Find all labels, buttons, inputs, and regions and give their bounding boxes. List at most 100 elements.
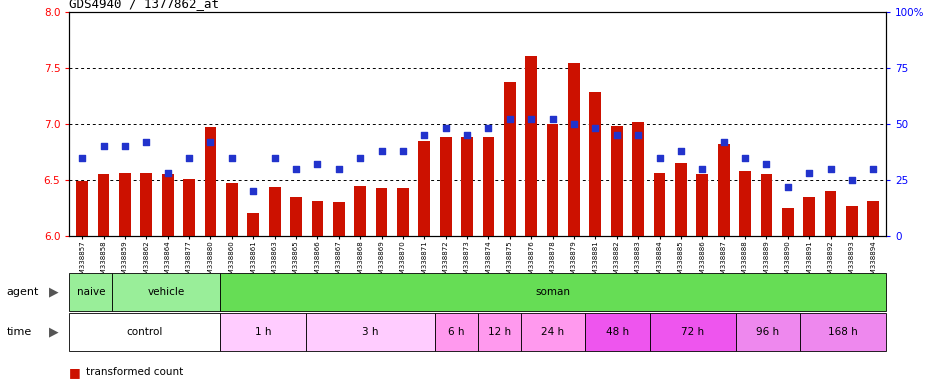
Point: [502, 116, 517, 122]
Point: [310, 161, 325, 167]
Bar: [800, 313, 886, 351]
Bar: [418, 141, 430, 236]
Text: ▶: ▶: [49, 326, 58, 339]
Point: [823, 166, 838, 172]
Bar: [312, 201, 323, 236]
Point: [524, 116, 538, 122]
Point: [737, 154, 752, 161]
Bar: [77, 181, 88, 236]
Bar: [247, 213, 259, 236]
Bar: [333, 202, 345, 236]
Bar: [435, 313, 477, 351]
Text: 1 h: 1 h: [254, 327, 271, 337]
Point: [181, 154, 196, 161]
Bar: [477, 313, 521, 351]
Text: soman: soman: [536, 287, 571, 297]
Text: 96 h: 96 h: [757, 327, 780, 337]
Bar: [162, 174, 174, 236]
Text: 72 h: 72 h: [681, 327, 704, 337]
Bar: [397, 188, 409, 236]
Bar: [610, 126, 623, 236]
Bar: [204, 127, 216, 236]
Point: [567, 121, 582, 127]
Point: [396, 148, 411, 154]
Point: [246, 188, 261, 194]
Point: [204, 139, 218, 145]
Point: [374, 148, 388, 154]
Point: [781, 184, 796, 190]
Point: [652, 154, 667, 161]
Bar: [141, 173, 153, 236]
Point: [267, 154, 282, 161]
Point: [96, 143, 111, 149]
Text: ■: ■: [69, 366, 81, 379]
Bar: [589, 93, 601, 236]
Bar: [675, 163, 686, 236]
Text: 12 h: 12 h: [487, 327, 511, 337]
Bar: [226, 184, 238, 236]
Text: 48 h: 48 h: [606, 327, 629, 337]
Bar: [98, 174, 109, 236]
Text: vehicle: vehicle: [147, 287, 185, 297]
Point: [160, 170, 175, 176]
Point: [417, 132, 432, 138]
Point: [225, 154, 240, 161]
Bar: [868, 201, 879, 236]
Bar: [183, 179, 195, 236]
Point: [438, 125, 453, 131]
Bar: [525, 56, 537, 236]
Text: transformed count: transformed count: [86, 367, 183, 377]
Point: [117, 143, 132, 149]
Point: [588, 125, 603, 131]
Point: [716, 139, 731, 145]
Point: [802, 170, 817, 176]
Text: 168 h: 168 h: [828, 327, 858, 337]
Bar: [782, 208, 794, 236]
Bar: [354, 185, 366, 236]
Bar: [269, 187, 280, 236]
Point: [695, 166, 709, 172]
Bar: [521, 313, 586, 351]
Bar: [483, 137, 494, 236]
Text: ▶: ▶: [49, 285, 58, 298]
Bar: [69, 313, 220, 351]
Bar: [220, 313, 306, 351]
Text: control: control: [127, 327, 163, 337]
Point: [759, 161, 774, 167]
Bar: [290, 197, 302, 236]
Point: [460, 132, 475, 138]
Bar: [69, 273, 112, 311]
Text: time: time: [6, 327, 31, 337]
Text: 6 h: 6 h: [448, 327, 464, 337]
Point: [631, 132, 646, 138]
Bar: [633, 122, 644, 236]
Point: [610, 132, 624, 138]
Bar: [439, 137, 451, 236]
Bar: [760, 174, 772, 236]
Bar: [735, 313, 800, 351]
Bar: [718, 144, 730, 236]
Bar: [220, 273, 886, 311]
Point: [139, 139, 154, 145]
Bar: [846, 206, 857, 236]
Bar: [504, 82, 516, 236]
Text: GDS4940 / 1377862_at: GDS4940 / 1377862_at: [69, 0, 219, 10]
Point: [75, 154, 90, 161]
Bar: [697, 174, 709, 236]
Bar: [825, 191, 836, 236]
Point: [845, 177, 859, 183]
Bar: [739, 171, 751, 236]
Point: [673, 148, 688, 154]
Text: 24 h: 24 h: [541, 327, 564, 337]
Bar: [568, 63, 580, 236]
Bar: [119, 173, 130, 236]
Bar: [547, 124, 559, 236]
Bar: [586, 313, 649, 351]
Bar: [306, 313, 435, 351]
Text: 3 h: 3 h: [362, 327, 378, 337]
Point: [331, 166, 346, 172]
Point: [545, 116, 560, 122]
Text: agent: agent: [6, 287, 39, 297]
Bar: [803, 197, 815, 236]
Point: [866, 166, 881, 172]
